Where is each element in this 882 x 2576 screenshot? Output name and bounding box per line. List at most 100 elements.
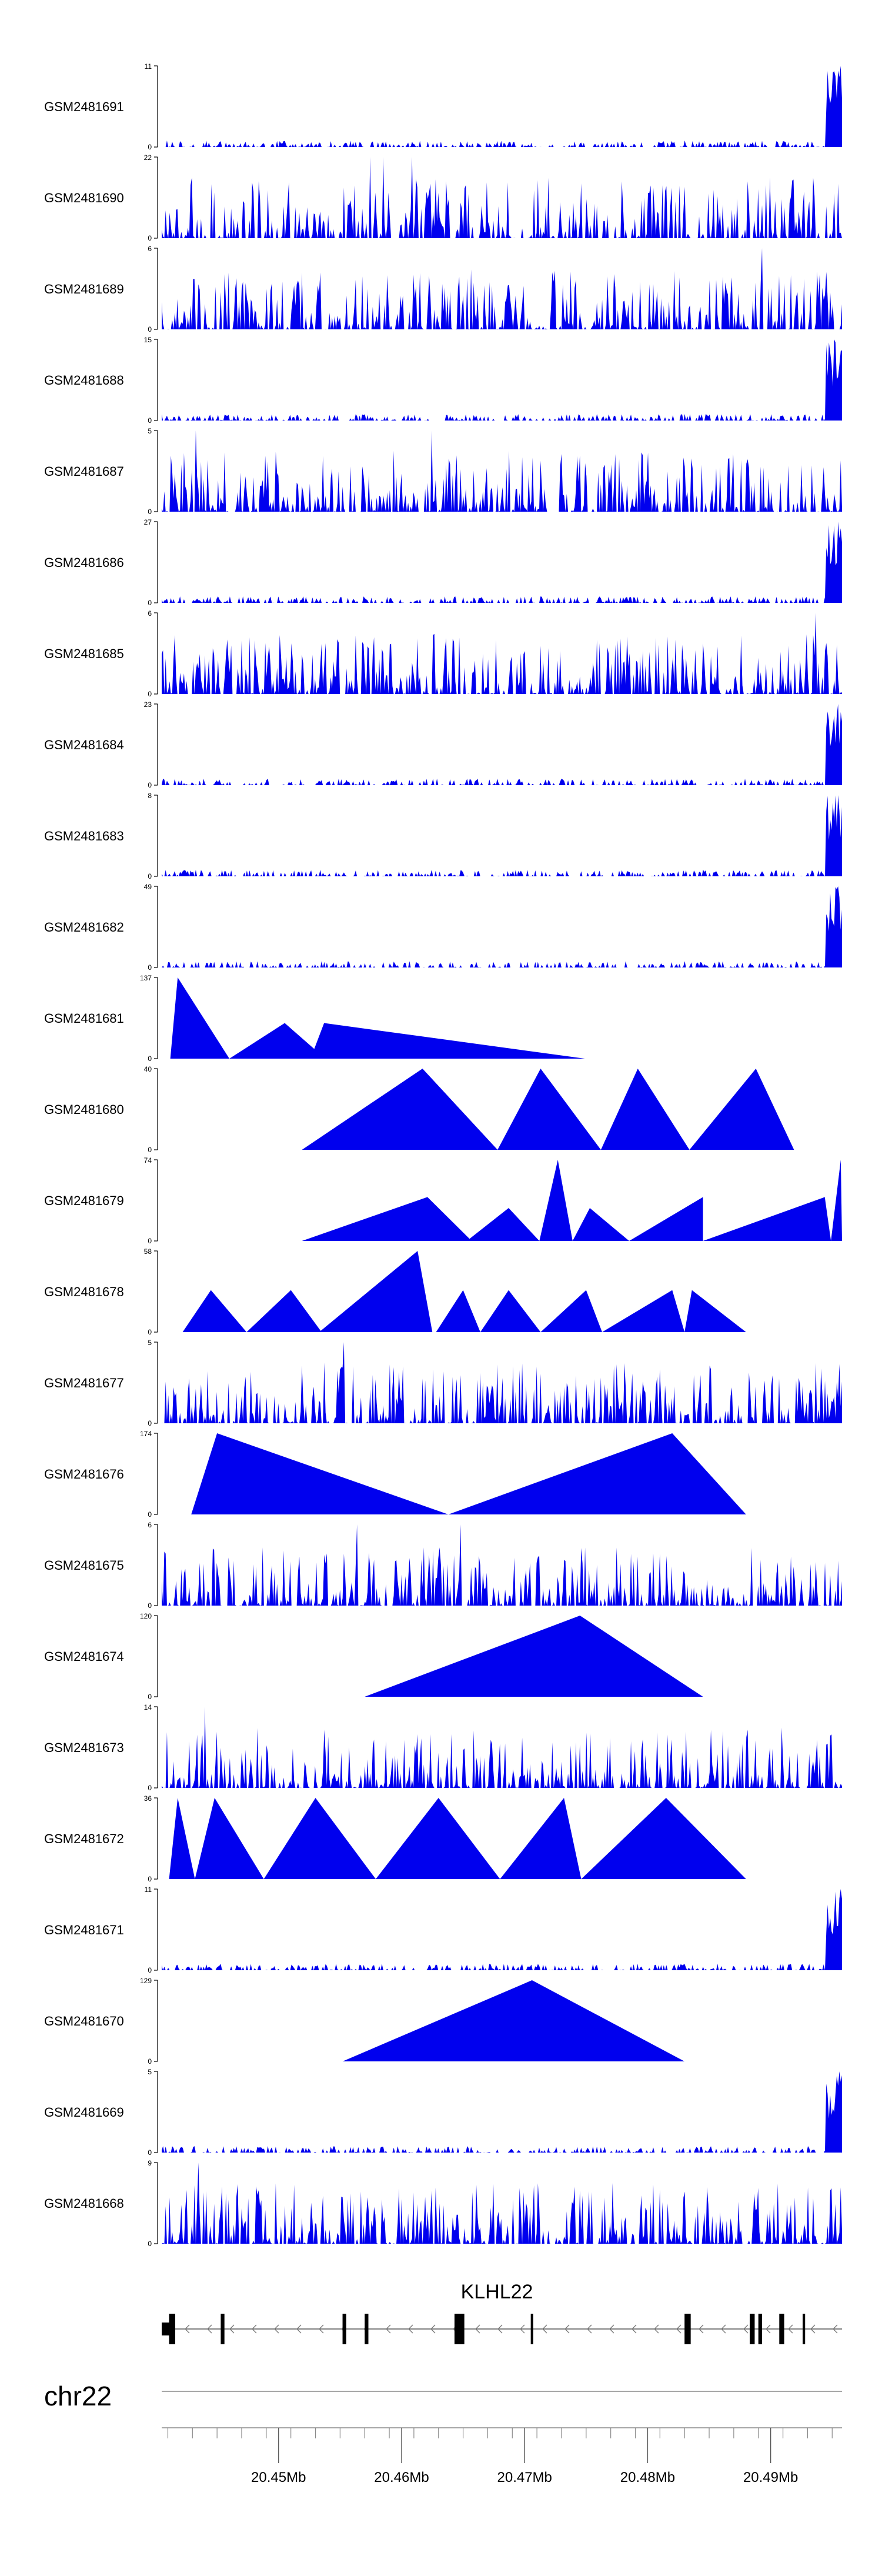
strand-arrow-icon [185,2324,190,2334]
y-axis-max-label: 22 [144,154,152,162]
coverage-area [162,66,842,147]
strand-arrow-icon [430,2324,436,2334]
coverage-segment [302,1197,472,1241]
genome-tick-label: 20.45Mb [251,2470,306,2485]
strand-arrow-icon [564,2324,570,2334]
gene-exon [758,2314,763,2344]
coverage-segment [629,1197,703,1241]
coverage-area [162,1524,842,1606]
y-axis-min-label: 0 [148,1055,152,1063]
track-GSM2481689: GSM2481689 6 0 [44,245,842,333]
y-axis-min-label: 0 [148,690,152,698]
coverage-segment [170,977,230,1059]
coverage-segment [831,1160,842,1241]
coverage-area [162,248,842,329]
coverage-segment [448,1433,746,1514]
track-label: GSM2481681 [44,1011,124,1026]
strand-arrow-icon [609,2324,614,2334]
y-axis-max-label: 49 [144,883,152,891]
track-label: GSM2481668 [44,2196,124,2211]
gene-label: KLHL22 [461,2281,533,2303]
chromosome-label: chr22 [44,2381,112,2411]
track-label: GSM2481689 [44,282,124,296]
y-axis-max-label: 5 [148,1339,152,1347]
track-GSM2481680: GSM2481680 40 0 [44,1065,794,1154]
strand-arrow-icon [654,2324,659,2334]
y-axis-min-label: 0 [148,234,152,242]
y-axis-max-label: 137 [140,974,152,982]
strand-arrow-icon [408,2324,413,2334]
track-GSM2481691: GSM2481691 11 0 [44,62,842,151]
track-label: GSM2481686 [44,555,124,570]
strand-arrow-icon [207,2324,212,2334]
y-axis-max-label: 8 [148,792,152,800]
gene-exon [342,2314,346,2344]
track-GSM2481683: GSM2481683 8 0 [44,792,842,880]
y-axis-max-label: 15 [144,336,152,344]
y-axis-min-label: 0 [148,2240,152,2248]
y-axis-max-label: 129 [140,1977,152,1985]
coverage-segment [500,1798,582,1879]
strand-arrow-icon [676,2324,681,2334]
genome-axis: 20.45Mb 20.46Mb 20.47Mb 20.48Mb 20.49Mb [162,2427,842,2485]
strand-arrow-icon [252,2324,257,2334]
track-label: GSM2481677 [44,1376,124,1390]
coverage-segment [540,1290,603,1332]
strand-arrow-icon [274,2324,279,2334]
coverage-area [162,2071,842,2153]
y-axis-min-label: 0 [148,599,152,607]
track-label: GSM2481683 [44,829,124,843]
track-label: GSM2481669 [44,2105,124,2120]
coverage-area [162,431,842,512]
strand-arrow-icon [475,2324,480,2334]
track-label: GSM2481691 [44,99,124,114]
strand-arrow-icon [587,2324,592,2334]
track-label: GSM2481670 [44,2014,124,2028]
coverage-area [162,795,842,876]
strand-arrow-icon [699,2324,704,2334]
coverage-area [162,704,842,785]
strand-arrow-icon [497,2324,503,2334]
track-GSM2481674: GSM2481674 120 0 [44,1612,703,1701]
y-axis-max-label: 5 [148,427,152,435]
coverage-segment [689,1069,794,1150]
strand-arrow-icon [743,2324,749,2334]
gene-exon [803,2314,806,2344]
coverage-segment [342,1980,685,2061]
genome-tick-label: 20.46Mb [374,2470,429,2485]
strand-arrow-icon [229,2324,235,2334]
strand-arrow-icon [386,2324,391,2334]
gene-exon [530,2314,533,2344]
coverage-segment [602,1290,685,1332]
coverage-area [162,1889,842,1970]
track-label: GSM2481675 [44,1558,124,1573]
track-GSM2481673: GSM2481673 14 0 [44,1703,842,1792]
track-label: GSM2481679 [44,1193,124,1208]
track-GSM2481678: GSM2481678 58 0 [44,1247,746,1336]
track-GSM2481671: GSM2481671 11 0 [44,1886,842,1974]
y-axis-min-label: 0 [148,1875,152,1883]
y-axis-min-label: 0 [148,1419,152,1427]
track-GSM2481684: GSM2481684 23 0 [44,700,842,789]
gene-exon [169,2314,176,2344]
coverage-segment [436,1290,480,1332]
coverage-segment [195,1798,264,1879]
track-label: GSM2481678 [44,1284,124,1299]
y-axis-max-label: 11 [145,62,152,71]
y-axis-max-label: 58 [144,1247,152,1256]
y-axis-min-label: 0 [148,1237,152,1245]
track-GSM2481676: GSM2481676 174 0 [44,1430,746,1519]
gene-exon [779,2314,784,2344]
y-axis-min-label: 0 [148,508,152,516]
y-axis-max-label: 6 [148,245,152,253]
y-axis-max-label: 36 [144,1794,152,1803]
coverage-segment [319,1251,433,1332]
track-GSM2481682: GSM2481682 49 0 [44,883,842,972]
signal-tracks: GSM2481691110GSM2481690220GSM248168960GS… [44,62,842,2248]
track-GSM2481685: GSM2481685 6 0 [44,609,842,698]
coverage-segment [263,1798,376,1879]
genome-tick-label: 20.47Mb [497,2470,552,2485]
coverage-segment [365,1616,703,1697]
strand-arrow-icon [520,2324,525,2334]
